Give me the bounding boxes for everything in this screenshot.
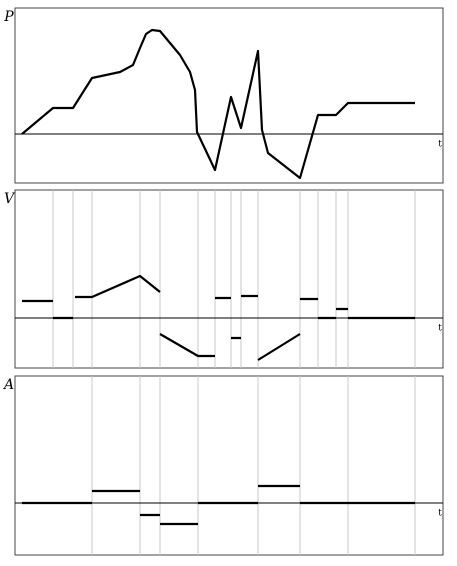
data-line bbox=[22, 484, 415, 526]
panel-frame bbox=[14, 189, 444, 369]
y-axis-label: P bbox=[3, 9, 14, 25]
panel-frame bbox=[14, 7, 444, 184]
panel-frame bbox=[14, 375, 444, 556]
y-axis-label: V bbox=[4, 191, 16, 207]
time-dividers bbox=[52, 190, 416, 555]
v-dividers bbox=[52, 190, 416, 368]
data-line bbox=[22, 274, 415, 361]
x-axis-label: t bbox=[438, 324, 442, 334]
y-axis-label: A bbox=[2, 377, 14, 393]
x-axis-label: t bbox=[438, 140, 442, 150]
a-dividers bbox=[91, 376, 416, 555]
x-axis-label: t bbox=[438, 509, 442, 519]
data-line bbox=[21, 28, 415, 180]
frames bbox=[14, 7, 444, 556]
